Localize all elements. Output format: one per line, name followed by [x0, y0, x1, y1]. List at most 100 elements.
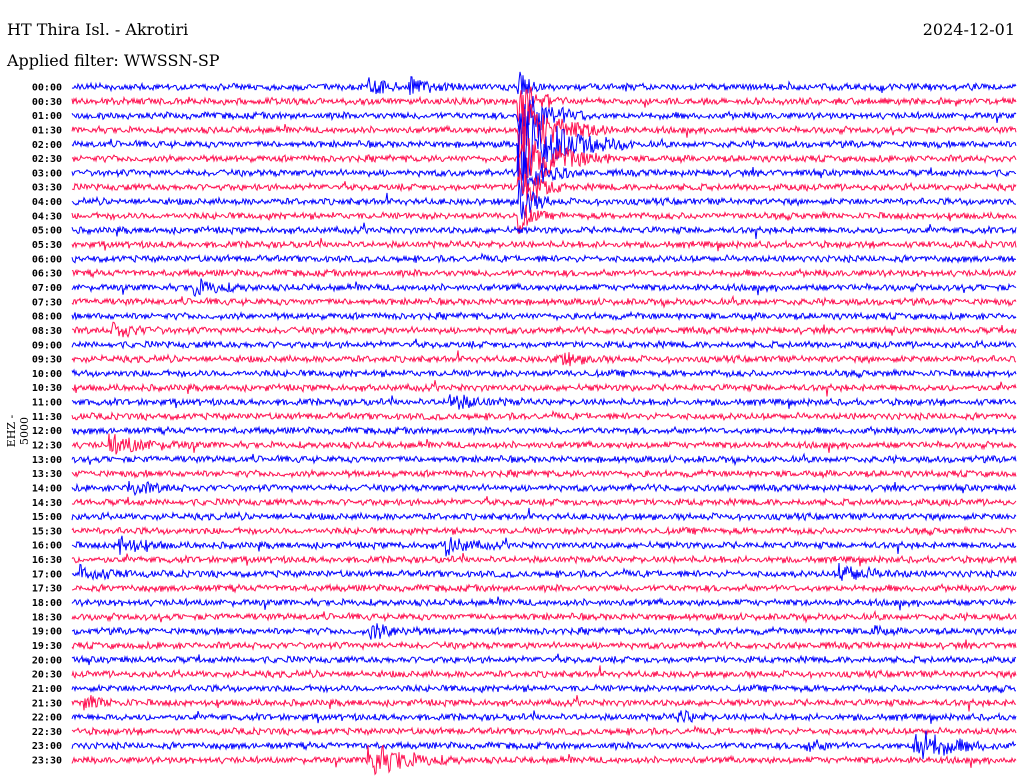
row-time-label: 21:00: [32, 684, 62, 695]
trace-0430: [71, 204, 1017, 235]
trace-0600: [71, 252, 1017, 264]
row-time-label: 15:30: [32, 526, 62, 537]
trace-2030: [71, 665, 1017, 680]
trace-0330: [71, 167, 1017, 202]
trace-0000: [71, 71, 1017, 96]
trace-0230: [71, 126, 1017, 187]
row-time-label: 01:30: [32, 125, 62, 136]
row-time-label: 10:00: [32, 369, 62, 380]
trace-1300: [71, 452, 1017, 467]
row-time-label: 07:30: [32, 297, 62, 308]
trace-1600: [71, 535, 1017, 557]
row-time-label: 22:30: [32, 727, 62, 738]
row-time-label: 13:30: [32, 469, 62, 480]
trace-0400: [71, 179, 1016, 220]
trace-1800: [71, 596, 1017, 611]
row-time-label: 17:30: [32, 584, 62, 595]
row-time-label: 01:00: [32, 111, 62, 122]
trace-1830: [71, 609, 1017, 624]
row-time-label: 19:30: [32, 641, 62, 652]
row-time-label: 05:30: [32, 240, 62, 251]
trace-0200: [71, 111, 1017, 181]
trace-1900: [71, 623, 1017, 640]
row-time-label: 09:30: [32, 355, 62, 366]
row-time-label: 05:00: [32, 226, 62, 237]
trace-2230: [71, 724, 1017, 737]
trace-0130: [71, 97, 1017, 158]
trace-1330: [71, 468, 1017, 480]
row-time-label: 13:00: [32, 455, 62, 466]
trace-1930: [71, 639, 1017, 651]
row-time-label: 08:00: [32, 312, 62, 323]
row-time-label: 16:30: [32, 555, 62, 566]
row-time-label: 19:00: [32, 627, 62, 638]
trace-0300: [71, 144, 1017, 197]
row-time-label: 20:00: [32, 655, 62, 666]
trace-2300: [71, 730, 1016, 760]
trace-0800: [71, 310, 1017, 322]
row-time-label: 10:30: [32, 383, 62, 394]
trace-1130: [71, 409, 1017, 422]
trace-0030: [71, 86, 1017, 123]
trace-1730: [72, 582, 1017, 594]
trace-0100: [71, 95, 1017, 137]
trace-1500: [71, 507, 1017, 523]
row-time-label: 23:30: [32, 756, 62, 767]
trace-2000: [71, 653, 1017, 666]
row-time-label: 11:30: [32, 412, 62, 423]
row-time-label: 03:30: [32, 183, 62, 194]
row-time-label: 21:30: [32, 698, 62, 709]
row-time-label: 20:30: [32, 670, 62, 681]
trace-0900: [71, 338, 1017, 350]
trace-1400: [71, 480, 1017, 497]
trace-2330: [71, 744, 1017, 776]
row-time-label: 18:30: [32, 612, 62, 623]
row-time-label: 22:00: [32, 713, 62, 724]
trace-2200: [71, 709, 1017, 724]
trace-0830: [71, 321, 1017, 339]
trace-1030: [71, 380, 1017, 397]
trace-1430: [71, 496, 1017, 508]
row-time-label: 06:00: [32, 254, 62, 265]
row-time-label: 00:30: [32, 97, 62, 108]
row-time-label: 12:00: [32, 426, 62, 437]
trace-2130: [71, 695, 1017, 712]
row-time-label: 14:00: [32, 483, 62, 494]
row-time-label: 06:30: [32, 269, 62, 280]
row-time-label: 04:00: [32, 197, 62, 208]
trace-1100: [71, 394, 1017, 410]
row-time-label: 04:30: [32, 211, 62, 222]
trace-0730: [71, 294, 1017, 309]
row-time-label: 12:30: [32, 441, 62, 452]
trace-0530: [71, 237, 1017, 252]
trace-1000: [71, 368, 1017, 379]
station-title: HT Thira Isl. - Akrotiri: [7, 20, 189, 39]
trace-0930: [71, 350, 1017, 367]
trace-1200: [71, 425, 1017, 437]
row-time-label: 16:00: [32, 541, 62, 552]
row-time-label: 18:00: [32, 598, 62, 609]
row-time-label: 15:00: [32, 512, 62, 523]
trace-0630: [71, 267, 1017, 279]
row-time-label: 14:30: [32, 498, 62, 509]
row-time-label: 09:00: [32, 340, 62, 351]
trace-1530: [71, 525, 1017, 537]
trace-1230: [71, 433, 1017, 455]
trace-1700: [71, 562, 1017, 581]
trace-2100: [71, 683, 1017, 694]
row-time-label: 17:00: [32, 569, 62, 580]
row-time-label: 03:00: [32, 168, 62, 179]
date-label: 2024-12-01: [922, 20, 1015, 39]
row-time-label: 00:00: [32, 83, 62, 94]
filter-label: Applied filter: WWSSN-SP: [7, 51, 220, 70]
row-time-label: 07:00: [32, 283, 62, 294]
row-time-label: 11:00: [32, 398, 62, 409]
row-time-label: 02:30: [32, 154, 62, 165]
row-time-label: 08:30: [32, 326, 62, 337]
trace-1630: [71, 552, 1017, 567]
row-time-label: 23:00: [32, 741, 62, 752]
trace-0700: [71, 278, 1017, 298]
row-time-label: 02:00: [32, 140, 62, 151]
trace-0500: [71, 222, 1017, 239]
